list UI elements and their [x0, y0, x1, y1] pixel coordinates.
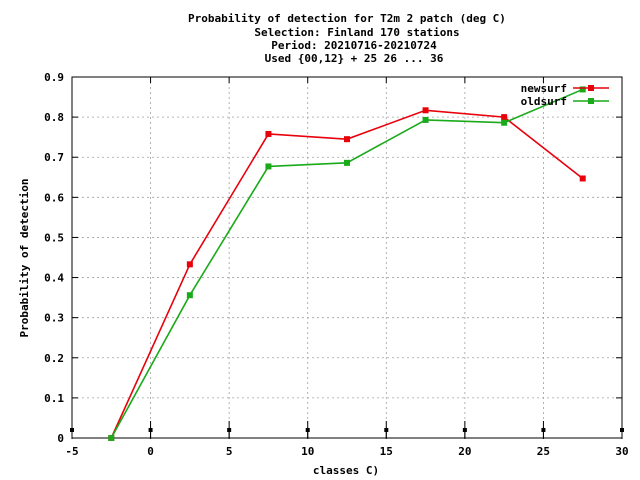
legend-marker: [588, 85, 594, 91]
x-tick-label: -5: [65, 445, 78, 458]
data-point: [265, 130, 272, 137]
grid: [72, 77, 622, 438]
y-tick-label: 0.1: [44, 392, 64, 405]
legend-label: oldsurf: [521, 95, 567, 108]
data-point: [186, 261, 193, 268]
series-line: [110, 109, 584, 439]
y-tick-label: 0.2: [44, 352, 64, 365]
x-axis-label: classes C): [313, 464, 379, 477]
y-tick-label: 0.4: [44, 272, 64, 285]
y-tick-label: 0.5: [44, 231, 64, 244]
x-tick-label: 10: [301, 445, 314, 458]
y-tick-label: 0.6: [44, 191, 64, 204]
x-tick-label: 5: [226, 445, 233, 458]
class-marker-point: [541, 427, 546, 432]
title-line-2: Selection: Finland 170 stations: [254, 26, 459, 39]
data-point: [422, 107, 429, 114]
data-point: [501, 119, 508, 126]
data-point: [579, 175, 586, 182]
y-tick-label: 0: [57, 432, 64, 445]
x-tick-label: 25: [537, 445, 550, 458]
data-point: [579, 86, 586, 93]
y-tick-label: 0.3: [44, 312, 64, 325]
x-tick-label: 30: [615, 445, 628, 458]
chart-title: Probability of detection for T2m 2 patch…: [188, 12, 506, 65]
y-axis-ticks: 0 0.1 0.2 0.3 0.4 0.5 0.6 0.7 0.8 0.9: [44, 71, 622, 445]
class-markers: [70, 420, 624, 439]
y-axis-label: Probability of detection: [18, 179, 31, 338]
y-tick-label: 0.7: [44, 151, 64, 164]
title-line-4: Used {00,12} + 25 26 ... 36: [265, 52, 444, 65]
x-tick-label: 15: [380, 445, 393, 458]
data-point: [501, 114, 508, 121]
legend-marker: [588, 98, 594, 104]
class-marker-point: [384, 427, 389, 432]
data-point: [108, 435, 115, 441]
class-marker-point: [620, 427, 624, 432]
data-point: [186, 292, 193, 299]
title-line-1: Probability of detection for T2m 2 patch…: [188, 12, 506, 25]
class-marker-point: [462, 427, 467, 432]
data-point: [422, 116, 429, 123]
series-group: [108, 86, 586, 441]
x-axis-ticks: -5 0 5 10 15 20 25 30: [65, 77, 629, 458]
data-point: [344, 136, 350, 143]
x-tick-label: 20: [458, 445, 471, 458]
y-tick-label: 0.8: [44, 111, 64, 124]
legend-label: newsurf: [521, 82, 567, 95]
class-marker-point: [227, 427, 232, 432]
data-point: [265, 163, 272, 170]
data-point: [344, 159, 350, 166]
class-marker-point: [70, 427, 74, 432]
x-tick-label: 0: [147, 445, 154, 458]
class-marker-point: [148, 427, 153, 432]
class-marker-point: [305, 427, 310, 432]
title-line-3: Period: 20210716-20210724: [271, 39, 437, 52]
plot-frame: [71, 76, 623, 439]
series-oldsurf: [108, 86, 586, 441]
y-tick-label: 0.9: [44, 71, 64, 84]
